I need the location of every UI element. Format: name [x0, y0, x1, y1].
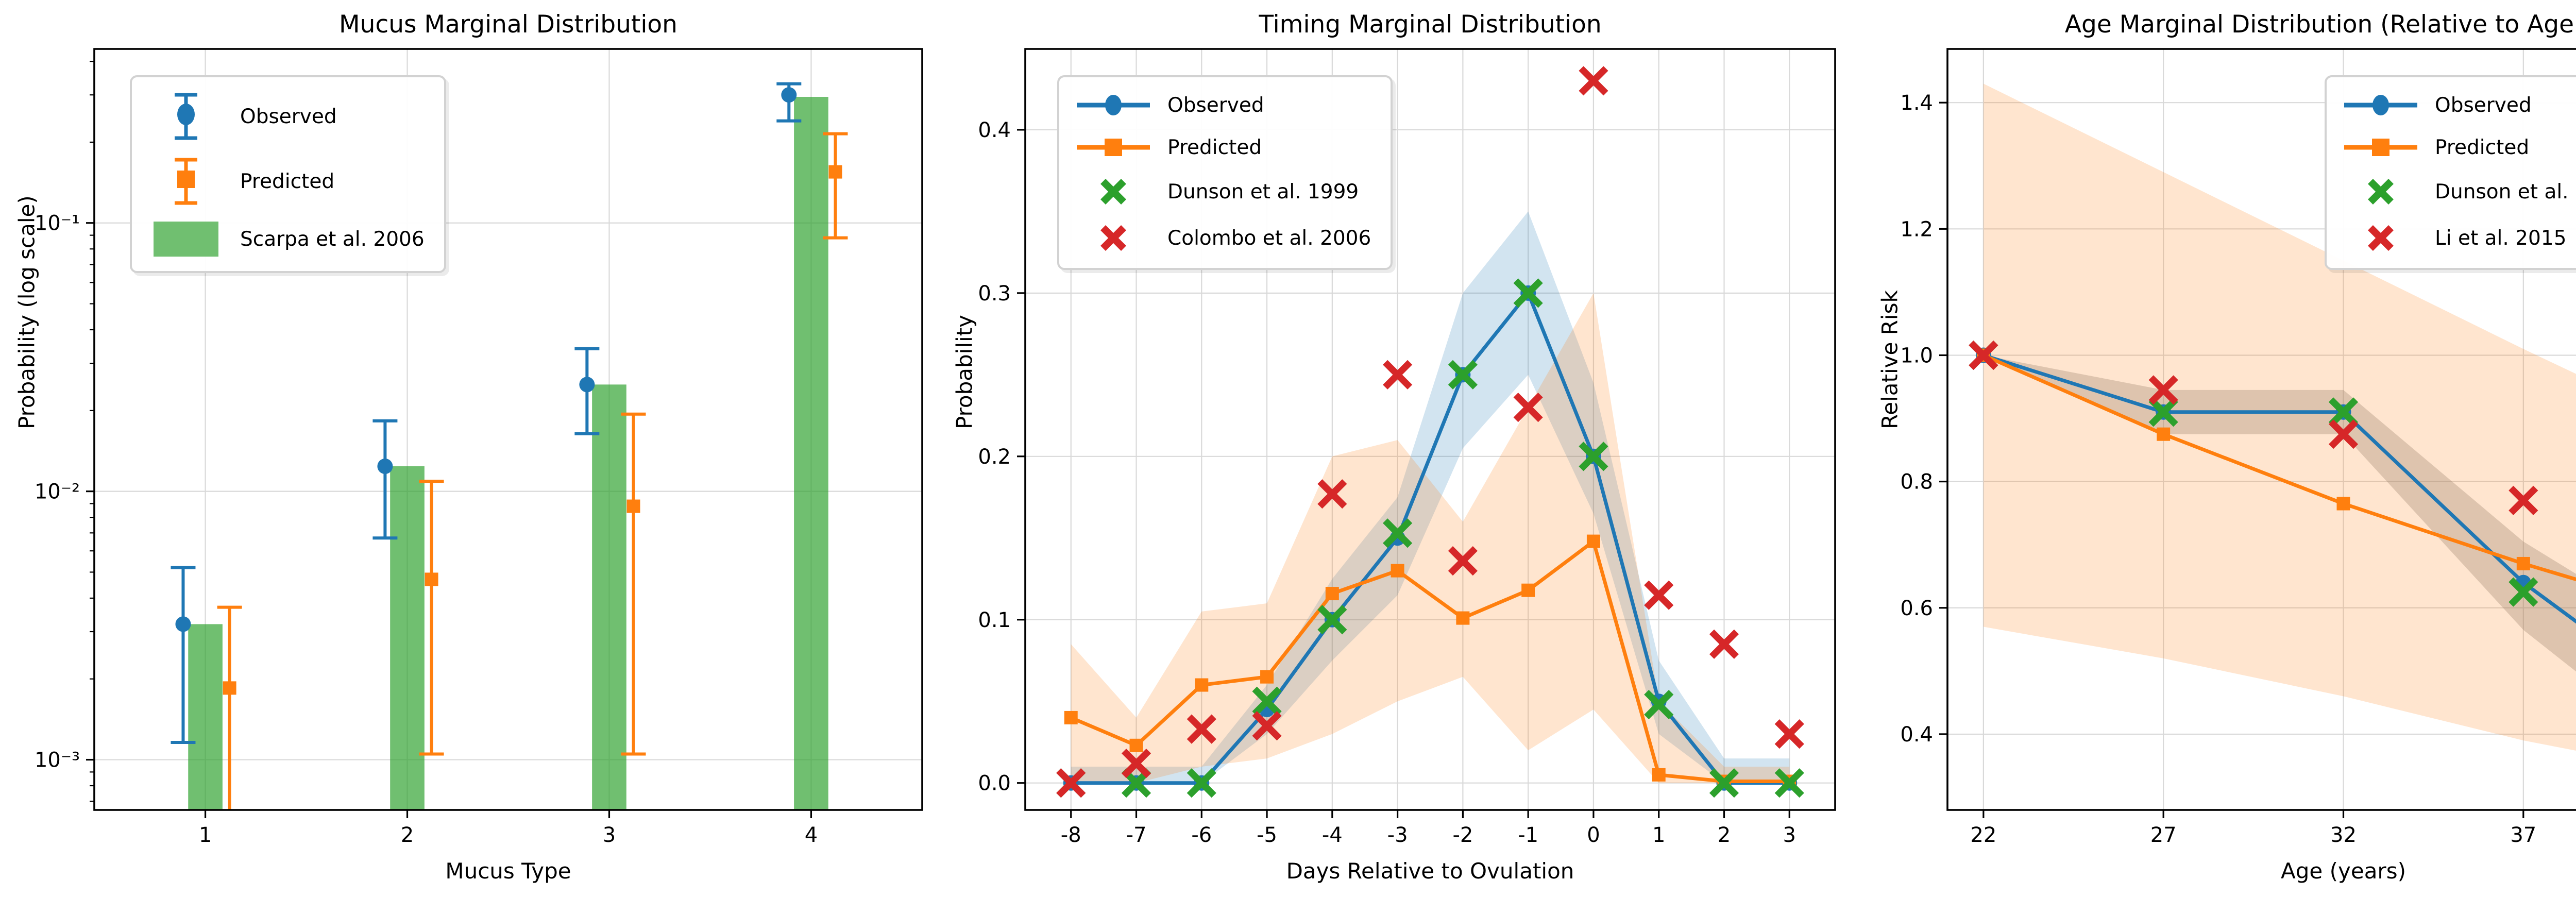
timing-y-axis-label-text: Probability [952, 314, 977, 429]
svg-text:10⁻²: 10⁻² [35, 480, 80, 504]
svg-text:1.2: 1.2 [1900, 217, 1933, 241]
age-y-axis-label-text: Relative Risk [1877, 290, 1903, 429]
svg-text:0.4: 0.4 [978, 119, 1011, 142]
svg-text:-6: -6 [1191, 823, 1212, 847]
svg-text:0: 0 [1587, 823, 1600, 847]
svg-text:0.8: 0.8 [1900, 470, 1933, 494]
mucus-x-axis-label: Mucus Type [445, 858, 571, 884]
svg-text:3: 3 [603, 823, 616, 847]
dunson-x-icon [2342, 175, 2419, 208]
dunson-x-icon [1075, 175, 1152, 208]
legend-label-observed: Observed [1167, 93, 1264, 117]
svg-text:1: 1 [199, 823, 212, 847]
mucus-chart: 1 2 3 4 10⁻¹ 10⁻² 10⁻³ [35, 48, 923, 847]
legend-label-predicted: Predicted [240, 170, 335, 193]
observed-errorbar-icon [147, 91, 225, 142]
timing-legend: Observed Predicted Dunson et al. 1999 [1057, 75, 1393, 270]
li-x-icon [2342, 222, 2419, 255]
svg-text:2: 2 [1718, 823, 1731, 847]
svg-text:-4: -4 [1322, 823, 1343, 847]
svg-text:27: 27 [2150, 823, 2177, 847]
legend-label-dunson-1999: Dunson et al. 1999 [1167, 180, 1359, 204]
svg-text:0.4: 0.4 [1900, 723, 1933, 747]
legend-label-observed: Observed [240, 105, 337, 128]
legend-row: Predicted [1075, 133, 1371, 162]
mucus-chart-title: Mucus Marginal Distribution [339, 10, 677, 39]
svg-text:4: 4 [805, 823, 818, 847]
legend-label-colombo: Colombo et al. 2006 [1167, 226, 1371, 250]
legend-label-li: Li et al. 2015 [2435, 226, 2567, 250]
legend-row: Observed [2342, 91, 2576, 120]
colombo-x-icon [1075, 222, 1152, 255]
legend-label-predicted: Predicted [1167, 136, 1262, 159]
svg-text:-5: -5 [1257, 823, 1277, 847]
svg-text:32: 32 [2330, 823, 2357, 847]
svg-text:10⁻¹: 10⁻¹ [35, 212, 80, 235]
timing-x-axis-label: Days Relative to Ovulation [1286, 858, 1574, 884]
legend-row: Predicted [147, 156, 425, 207]
legend-row: Dunson et al. 2002 [2342, 175, 2576, 208]
svg-text:-7: -7 [1126, 823, 1147, 847]
mucus-legend: Observed Predicted Scarpa et al. 2006 [130, 75, 446, 273]
age-chart-title: Age Marginal Distribution (Relative to A… [2064, 10, 2576, 39]
svg-text:1: 1 [1652, 823, 1665, 847]
age-chart: 22273237420.40.60.81.01.21.4 [1900, 48, 2576, 847]
legend-row: Scarpa et al. 2006 [147, 221, 425, 258]
legend-label-dunson-2002: Dunson et al. 2002 [2435, 180, 2576, 204]
age-x-axis-label: Age (years) [2281, 858, 2406, 884]
legend-row: Observed [147, 91, 425, 142]
predicted-line-icon [2342, 133, 2419, 162]
svg-text:2: 2 [401, 823, 414, 847]
svg-text:3: 3 [1783, 823, 1796, 847]
mucus-y-axis-label-text: Probability (log scale) [14, 195, 40, 429]
scarpa-patch-icon [147, 221, 225, 258]
observed-line-icon [1075, 91, 1152, 120]
legend-row: Predicted [2342, 133, 2576, 162]
svg-text:10⁻³: 10⁻³ [35, 749, 80, 772]
age-legend: Observed Predicted Dunson et al. 2002 [2325, 75, 2576, 270]
svg-text:0.2: 0.2 [978, 445, 1011, 469]
svg-text:1.0: 1.0 [1900, 344, 1933, 367]
svg-text:0.1: 0.1 [978, 608, 1011, 632]
legend-row: Li et al. 2015 [2342, 222, 2576, 255]
legend-row: Dunson et al. 1999 [1075, 175, 1371, 208]
svg-text:-1: -1 [1518, 823, 1538, 847]
svg-text:-8: -8 [1061, 823, 1081, 847]
svg-text:22: 22 [1970, 823, 1996, 847]
svg-text:0.0: 0.0 [978, 772, 1011, 796]
svg-text:0.6: 0.6 [1900, 597, 1933, 620]
timing-chart-title: Timing Marginal Distribution [1259, 10, 1602, 39]
predicted-line-icon [1075, 133, 1152, 162]
legend-row: Observed [1075, 91, 1371, 120]
svg-text:0.3: 0.3 [978, 282, 1011, 306]
legend-label-scarpa: Scarpa et al. 2006 [240, 227, 425, 251]
legend-label-observed: Observed [2435, 93, 2532, 117]
observed-line-icon [2342, 91, 2419, 120]
svg-text:-3: -3 [1387, 823, 1408, 847]
svg-text:-2: -2 [1452, 823, 1473, 847]
predicted-errorbar-icon [147, 156, 225, 207]
svg-text:37: 37 [2510, 823, 2536, 847]
legend-label-predicted: Predicted [2435, 136, 2530, 159]
svg-text:1.4: 1.4 [1900, 91, 1933, 115]
legend-row: Colombo et al. 2006 [1075, 222, 1371, 255]
